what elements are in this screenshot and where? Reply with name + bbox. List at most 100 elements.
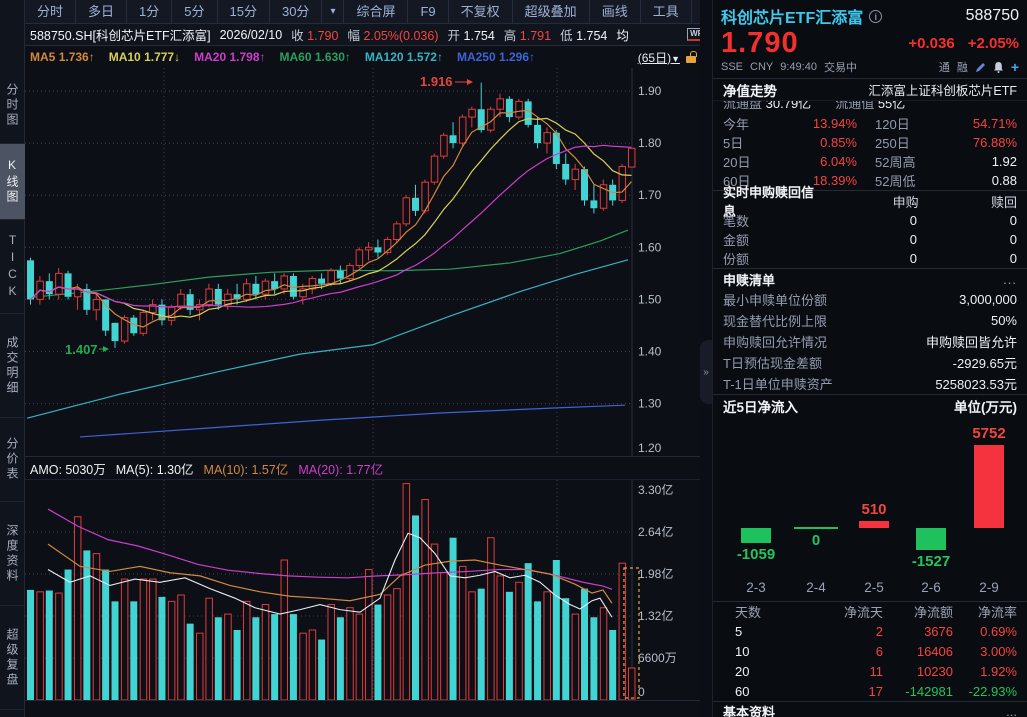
nav-value-trend[interactable]: 净值走势 汇添富上证科创板芯片ETF — [713, 79, 1027, 101]
svg-text:1.916: 1.916 — [420, 74, 453, 89]
sidebar-item-timeline-chart[interactable]: 分时图 — [0, 68, 25, 144]
svg-text:1.60: 1.60 — [638, 240, 662, 254]
tab-15min[interactable]: 15分 — [218, 0, 270, 24]
flow-table-header: 天数 净流天 净流额 净流率 — [713, 601, 1027, 621]
svg-text:-1059: -1059 — [737, 546, 775, 563]
sidebar-item-depth-info[interactable]: 深度资料 — [0, 502, 25, 606]
sidebar-item-kline-chart[interactable]: K线图 — [0, 144, 25, 220]
period-selector[interactable]: (65日)▼ — [637, 50, 680, 65]
sidebar-item-price-table[interactable]: 分价表 — [0, 418, 25, 502]
trading-status: 交易中 — [823, 62, 857, 74]
tab-5min[interactable]: 5分 — [172, 0, 218, 24]
basic-info-section[interactable]: 基本资料 ... — [713, 701, 1027, 717]
quote-panel: 科创芯片ETF汇添富 i 588750 1.790 +0.036 +2.05% … — [712, 0, 1027, 717]
redemption-section-header: 申赎清单 ... — [713, 268, 1027, 289]
ma120-value: 1.572↑ — [406, 50, 443, 64]
float-value-value: 55亿 — [877, 101, 906, 111]
stats-row: 20日 6.04% 52周高 1.92 — [723, 154, 1017, 170]
amplitude-label: 幅 — [347, 29, 360, 43]
more-button[interactable]: ... — [1006, 704, 1017, 717]
collapse-handle[interactable]: » — [700, 340, 712, 404]
svg-text:1.20: 1.20 — [638, 441, 662, 455]
currency-label: CNY — [750, 61, 774, 73]
ma20-value: 1.798↑ — [229, 50, 266, 64]
corner-cell — [0, 0, 25, 46]
redemption-row: 申购赎回允许情况 申购赎回皆允许 — [723, 335, 1017, 350]
sidebar-item-tick[interactable]: TICK — [0, 220, 25, 314]
vol-ma10-value: MA(10): 1.57亿 — [203, 462, 289, 477]
add-watchlist-icon[interactable]: + — [1010, 59, 1019, 75]
fund-full-name: 汇添富上证科创板芯片ETF — [868, 84, 1017, 98]
svg-text:1.50: 1.50 — [638, 292, 662, 306]
composite-screen-button[interactable]: 综合屏 — [344, 0, 409, 24]
tag-rong: 融 — [956, 62, 968, 74]
tab-30min[interactable]: 30分 — [270, 0, 323, 24]
avg-toggle[interactable]: 均 — [616, 29, 629, 43]
flow-section-header: 近5日净流入 单位(万元) — [713, 394, 1027, 416]
quote-time: 9:49:40 — [780, 61, 817, 73]
nav-title: 净值走势 — [723, 83, 777, 99]
svg-text:3.30亿: 3.30亿 — [638, 482, 673, 497]
info-icon[interactable]: i — [869, 9, 883, 23]
f9-button[interactable]: F9 — [408, 0, 449, 24]
svg-text:2-9: 2-9 — [979, 580, 999, 595]
sidebar: 分时图 K线图 TICK 成交明细 分价表 深度资料 超级复盘 — [0, 46, 25, 717]
sidebar-item-trade-detail[interactable]: 成交明细 — [0, 314, 25, 418]
realtime-section-header: 实时申购赎回信息 申购 赎回 — [713, 185, 1027, 219]
low-label: 低 — [560, 29, 573, 43]
quote-summary-bar: 588750.SH[科创芯片ETF汇添富] 2026/02/10 收 1.790… — [0, 24, 712, 46]
ma20-label: MA20 — [194, 50, 227, 64]
svg-text:1.32亿: 1.32亿 — [638, 608, 673, 623]
redemption-row: 现金替代比例上限 50% — [723, 313, 1017, 329]
draw-line-button[interactable]: 画线 — [590, 0, 641, 24]
tab-timeline[interactable]: 分时 — [25, 0, 77, 24]
security-code: 588750 — [965, 7, 1019, 24]
close-label: 收 — [291, 29, 304, 43]
ma250-value: 1.296↑ — [498, 50, 536, 64]
amo-value: AMO: 5030万 — [30, 462, 106, 477]
flow-table-row: 10 6 16406 3.00% — [735, 643, 1017, 659]
high-label: 高 — [503, 29, 517, 43]
high-value: 1.791 — [519, 29, 552, 43]
tab-1min[interactable]: 1分 — [127, 0, 173, 24]
tag-tong: 通 — [938, 62, 950, 74]
edit-icon[interactable] — [975, 62, 986, 73]
float-value-label: 流通值 — [835, 101, 875, 111]
svg-text:1.98亿: 1.98亿 — [638, 566, 673, 581]
period-dropdown-icon[interactable]: ▾ — [322, 0, 345, 24]
ma60-label: MA60 — [279, 50, 312, 64]
svg-text:0: 0 — [812, 532, 820, 549]
date-label: 2026/02/10 — [219, 27, 283, 42]
toolbar-periods: 分时 多日 1分 5分 15分 30分 ▾ 综合屏 F9 不复权 超级叠加 画线… — [0, 0, 780, 24]
ma60-value: 1.630↑ — [314, 50, 351, 64]
alert-bell-icon[interactable] — [993, 61, 1004, 73]
flow-table-row: 60 17 -142981 -22.93% — [735, 683, 1017, 699]
tab-multiday[interactable]: 多日 — [76, 0, 128, 24]
exchange-label: SSE — [721, 61, 744, 73]
no-adjust-button[interactable]: 不复权 — [449, 0, 513, 24]
svg-text:2-4: 2-4 — [806, 580, 826, 595]
chart-area: MA5 1.736↑ MA10 1.777↓ MA20 1.798↑ MA60 … — [25, 46, 700, 717]
unlock-icon[interactable] — [686, 50, 697, 63]
net-inflow-chart: -1059 2-3 0 2-4 510 2-5 -1527 2-6 5752 2-9 — [737, 425, 1006, 595]
sidebar-item-super-replay[interactable]: 超级复盘 — [0, 606, 25, 710]
more-button[interactable]: ... — [1003, 271, 1017, 287]
redemption-row: T-1日单位申赎资产 5258023.53元 — [723, 377, 1017, 392]
close-value: 1.790 — [307, 29, 339, 43]
tools-button[interactable]: 工具 — [641, 0, 692, 24]
svg-text:2-3: 2-3 — [746, 580, 766, 595]
kline-chart[interactable]: 1.90 1.80 1.70 1.60 1.50 1.40 1.30 1.20 1.916 1.4… — [25, 68, 700, 456]
security-name: 科创芯片ETF汇添富 — [721, 10, 864, 27]
svg-text:6600万: 6600万 — [638, 651, 677, 665]
ma10-label: MA10 — [108, 50, 141, 64]
redemption-row: 最小申赎单位份额 3,000,000 — [723, 292, 1017, 308]
price-change: +0.036 — [908, 34, 955, 52]
ma10-value: 1.777↓ — [144, 50, 181, 64]
volume-chart[interactable]: 3.30亿 2.64亿 1.98亿 1.32亿 6600万 0 — [25, 480, 700, 700]
last-price: 1.790 — [721, 27, 799, 59]
ma120-label: MA120 — [364, 50, 404, 64]
svg-text:5752: 5752 — [972, 425, 1005, 442]
super-overlay-button[interactable]: 超级叠加 — [513, 0, 590, 24]
